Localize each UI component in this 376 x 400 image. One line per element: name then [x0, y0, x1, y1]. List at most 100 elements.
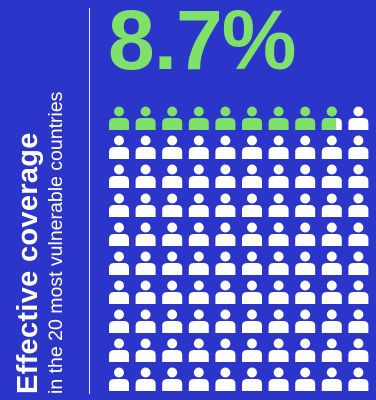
- person-icon-highlighted: [162, 106, 183, 130]
- person-icon: [242, 309, 262, 333]
- person-icon-highlighted: [215, 106, 236, 130]
- person-icon: [109, 164, 129, 188]
- person-icon: [215, 164, 236, 188]
- person-icon: [109, 251, 129, 275]
- person-icon: [348, 193, 369, 217]
- person-icon: [268, 309, 289, 333]
- coverage-stat: 8.7%: [108, 0, 296, 87]
- person-icon: [321, 338, 342, 362]
- person-icon: [188, 338, 209, 362]
- person-icon: [215, 309, 236, 333]
- person-icon: [268, 251, 289, 275]
- person-icon: [215, 222, 236, 246]
- person-icon: [188, 280, 209, 304]
- person-icon: [348, 106, 369, 130]
- person-icon: [321, 222, 342, 246]
- person-icon: [162, 280, 183, 304]
- person-icon: [348, 367, 369, 391]
- person-icon: [215, 193, 236, 217]
- person-icon: [135, 280, 156, 304]
- person-icon: [109, 309, 129, 333]
- divider: [89, 8, 90, 394]
- person-icon: [268, 338, 289, 362]
- person-icon: [268, 280, 289, 304]
- person-icon: [215, 338, 236, 362]
- person-icon: [321, 309, 342, 333]
- person-icon: [188, 309, 209, 333]
- person-icon: [135, 309, 156, 333]
- person-icon: [135, 251, 156, 275]
- person-icon: [268, 367, 289, 391]
- person-icon-highlighted: [295, 106, 316, 130]
- person-icon: [109, 338, 129, 362]
- person-icon: [268, 135, 289, 159]
- person-icon: [321, 193, 342, 217]
- person-icon: [321, 367, 342, 391]
- panel-title: Effective coverage: [12, 132, 44, 394]
- person-icon: [348, 251, 369, 275]
- person-icon: [135, 193, 156, 217]
- person-icon: [162, 367, 183, 391]
- person-icon: [188, 251, 209, 275]
- person-icon: [321, 135, 342, 159]
- person-icon: [162, 193, 183, 217]
- person-icon: [242, 135, 262, 159]
- person-icon: [162, 222, 183, 246]
- person-icon: [215, 251, 236, 275]
- person-icon: [242, 338, 262, 362]
- person-icon: [135, 222, 156, 246]
- person-icon: [295, 309, 316, 333]
- person-icon: [348, 280, 369, 304]
- person-icon: [135, 135, 156, 159]
- person-icon: [295, 164, 316, 188]
- panel-subtitle: in the 20 most vulnerable countries: [45, 91, 67, 394]
- person-icon: [321, 280, 342, 304]
- person-icon: [188, 164, 209, 188]
- person-icon: [242, 280, 262, 304]
- person-icon: [268, 193, 289, 217]
- person-icon: [109, 367, 129, 391]
- people-grid: [108, 106, 374, 396]
- person-icon: [162, 164, 183, 188]
- person-icon: [188, 193, 209, 217]
- person-icon: [162, 135, 183, 159]
- person-icon: [135, 367, 156, 391]
- person-icon-highlighted: [242, 106, 262, 130]
- person-icon: [295, 193, 316, 217]
- person-icon: [242, 222, 262, 246]
- person-icon: [242, 367, 262, 391]
- person-icon: [162, 338, 183, 362]
- person-icon: [348, 338, 369, 362]
- person-icon: [268, 164, 289, 188]
- person-icon: [242, 251, 262, 275]
- person-icon: [215, 280, 236, 304]
- people-pictogram: [109, 106, 369, 391]
- person-icon: [295, 135, 316, 159]
- person-icon-highlighted: [268, 106, 289, 130]
- person-icon: [295, 280, 316, 304]
- person-icon: [109, 222, 129, 246]
- person-icon: [242, 193, 262, 217]
- side-label: Effective coverage in the 20 most vulner…: [0, 0, 80, 400]
- person-icon: [162, 309, 183, 333]
- person-icon-highlighted: [109, 106, 129, 130]
- side-panel: Effective coverage in the 20 most vulner…: [0, 0, 80, 400]
- person-icon: [242, 164, 262, 188]
- person-icon: [348, 309, 369, 333]
- person-icon: [188, 222, 209, 246]
- person-icon: [215, 367, 236, 391]
- person-icon: [321, 164, 342, 188]
- person-icon: [348, 222, 369, 246]
- person-icon: [295, 251, 316, 275]
- person-icon: [135, 164, 156, 188]
- person-icon-highlighted: [321, 106, 342, 130]
- person-icon: [109, 193, 129, 217]
- person-icon: [109, 280, 129, 304]
- person-icon-highlighted: [188, 106, 209, 130]
- person-icon: [295, 367, 316, 391]
- person-icon: [268, 222, 289, 246]
- person-icon: [188, 367, 209, 391]
- person-icon: [162, 251, 183, 275]
- person-icon: [109, 135, 129, 159]
- person-icon: [295, 338, 316, 362]
